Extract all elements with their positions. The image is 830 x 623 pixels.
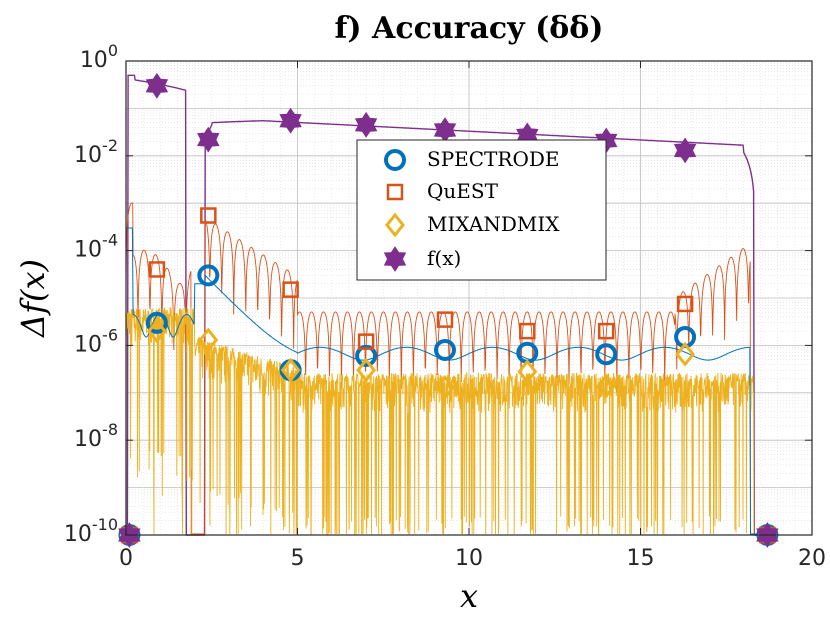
data-markers xyxy=(118,72,779,548)
mixandmix-marker xyxy=(675,341,696,367)
quest-marker xyxy=(519,322,536,340)
y-tick-label: 10-6 xyxy=(74,325,118,357)
x-tick-label: 10 xyxy=(455,546,483,571)
x-tick-label: 0 xyxy=(119,546,133,571)
y-tick-label: 10-4 xyxy=(74,231,118,263)
legend-marker-fx xyxy=(383,246,407,272)
mixandmix-curve xyxy=(125,306,761,535)
fx-marker xyxy=(354,111,378,138)
fx-marker xyxy=(279,107,302,134)
spectrode-marker xyxy=(145,311,168,334)
spectrode-marker xyxy=(433,338,456,361)
legend-label-fx: f(x) xyxy=(427,246,461,270)
legend-markers xyxy=(383,149,407,272)
axis-tick-labels: 0 5 10 15 20 100 10-2 10-4 10-6 10-8 10-10 xyxy=(64,41,826,571)
fx-marker xyxy=(673,137,697,164)
legend-marker-quest xyxy=(386,183,404,201)
y-tick-label: 10-8 xyxy=(74,420,118,452)
fx-marker xyxy=(197,126,220,153)
mixandmix-marker xyxy=(146,318,167,344)
axis-ticks xyxy=(125,60,813,536)
y-axis-label: Δf(x) xyxy=(14,259,52,339)
legend-label-spectrode: SPECTRODE xyxy=(427,147,560,171)
quest-marker xyxy=(200,207,217,224)
x-tick-label: 15 xyxy=(627,546,655,571)
legend: SPECTRODE QuEST MIXANDMIX f(x) xyxy=(356,139,607,281)
quest-marker xyxy=(357,333,375,350)
mixandmix-marker xyxy=(356,357,377,383)
legend-marker-mixandmix xyxy=(385,212,405,238)
chart-title: f) Accuracy (δδ) xyxy=(335,11,604,46)
fx-marker xyxy=(145,72,169,99)
mixandmix-marker xyxy=(198,327,219,353)
spectrode-marker xyxy=(355,344,378,367)
quest-marker xyxy=(676,295,694,313)
legend-label-quest: QuEST xyxy=(427,179,499,203)
y-tick-label: 10-10 xyxy=(64,515,118,547)
mixandmix-marker xyxy=(596,373,617,399)
quest-curve xyxy=(125,202,764,535)
legend-label-mixandmix: MIXANDMIX xyxy=(427,212,560,236)
spectrode-marker xyxy=(197,264,220,287)
x-tick-label: 20 xyxy=(798,546,826,571)
mixandmix-marker xyxy=(517,359,538,385)
quest-marker xyxy=(282,281,299,298)
legend-marker-spectrode xyxy=(384,149,406,171)
mixandmix-marker xyxy=(435,374,455,400)
spectrode-marker xyxy=(595,343,618,366)
mixandmix-marker xyxy=(280,357,301,383)
quest-marker xyxy=(436,311,454,328)
y-tick-label: 10-2 xyxy=(74,136,118,168)
x-axis-label: x xyxy=(460,577,478,615)
x-tick-label: 5 xyxy=(291,546,305,571)
quest-marker xyxy=(597,322,615,340)
quest-marker xyxy=(148,261,166,278)
y-tick-label: 100 xyxy=(80,41,118,73)
